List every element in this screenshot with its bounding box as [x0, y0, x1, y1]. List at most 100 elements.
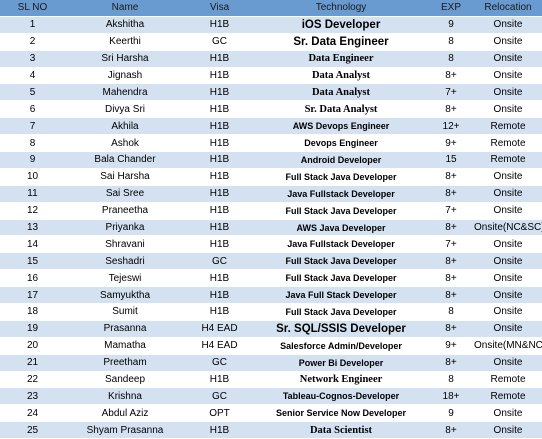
cell-sl-no: 12 [0, 202, 65, 220]
cell-visa: H1B [185, 117, 254, 136]
cell-name: Sandeep [65, 371, 185, 389]
cell-visa: H4 EAD [185, 337, 254, 355]
cell-visa: H1B [185, 168, 254, 186]
cell-technology: Sr. Data Analyst [254, 100, 428, 119]
cell-sl-no: 19 [0, 320, 65, 338]
cell-exp: 7+ [428, 83, 474, 102]
cell-name: Divya Sri [65, 100, 185, 119]
cell-visa: H4 EAD [185, 320, 254, 338]
cell-technology: iOS Developer [254, 16, 428, 34]
cell-technology: Sr. Data Engineer [254, 33, 428, 51]
table-row: 18 Sumit H1B Full Stack Java Developer 8 Onsi… [0, 303, 542, 321]
header-exp: EXP [428, 0, 474, 17]
cell-relocation: Onsite [474, 100, 542, 119]
cell-name: Preetham [65, 354, 185, 372]
cell-visa: GC [185, 387, 254, 406]
cell-technology: Power Bi Developer [254, 354, 428, 372]
header-name: Name [65, 0, 185, 17]
cell-exp: 8 [428, 33, 474, 51]
cell-name: Bala Chander [65, 151, 185, 169]
cell-relocation: Remote [474, 371, 542, 389]
cell-exp: 8 [428, 303, 474, 321]
table-row: 20 Mamatha H4 EAD Salesforce Admin/Develope… [0, 337, 542, 355]
cell-visa: H1B [185, 83, 254, 102]
cell-sl-no: 5 [0, 83, 65, 102]
cell-exp: 9 [428, 16, 474, 34]
cell-relocation: Remote [474, 151, 542, 169]
cell-visa: H1B [185, 303, 254, 321]
cell-technology: Data Analyst [254, 83, 428, 102]
table-row: 3 Sri Harsha H1B Data Engineer 8 Onsite [0, 50, 542, 68]
header-relocation: Relocation [474, 0, 542, 17]
cell-name: Tejeswi [65, 269, 185, 288]
cell-relocation: Remote [474, 134, 542, 153]
cell-exp: 15 [428, 151, 474, 169]
cell-exp: 8+ [428, 320, 474, 338]
cell-relocation: Onsite [474, 252, 542, 271]
cell-visa: GC [185, 354, 254, 372]
cell-exp: 8+ [428, 67, 474, 85]
cell-name: Shravani [65, 235, 185, 254]
cell-sl-no: 11 [0, 185, 65, 203]
cell-relocation: Onsite [474, 404, 542, 423]
cell-sl-no: 25 [0, 421, 65, 439]
cell-sl-no: 4 [0, 67, 65, 85]
header-sl-no: SL NO [0, 0, 65, 17]
table-row: 1 Akshitha H1B iOS Developer 9 Onsite [0, 16, 542, 34]
cell-exp: 8+ [428, 219, 474, 237]
table-row: 10 Sai Harsha H1B Full Stack Java Developer… [0, 168, 542, 186]
cell-technology: Full Stack Java Developer [254, 269, 428, 288]
cell-technology: Data Scientist [254, 421, 428, 439]
cell-name: Krishna [65, 387, 185, 406]
cell-visa: H1B [185, 371, 254, 389]
cell-relocation: Onsite [474, 33, 542, 51]
cell-sl-no: 16 [0, 269, 65, 288]
cell-exp: 7+ [428, 202, 474, 220]
cell-visa: OPT [185, 404, 254, 423]
table-row: 23 Krishna GC Tableau-Cognos-Developer 18+ Re… [0, 387, 542, 406]
table-row: 16 Tejeswi H1B Full Stack Java Developer 8+ O… [0, 269, 542, 288]
table-row: 21 Preetham GC Power Bi Developer 8+ Onsite [0, 354, 542, 372]
cell-relocation: Onsite [474, 269, 542, 288]
table-row: 11 Sai Sree H1B Java Fullstack Developer 8+ O… [0, 185, 542, 203]
cell-sl-no: 1 [0, 16, 65, 34]
cell-visa: H1B [185, 202, 254, 220]
cell-technology: Devops Engineer [254, 134, 428, 153]
cell-visa: H1B [185, 421, 254, 439]
cell-name: Ashok [65, 134, 185, 153]
cell-relocation: Onsite(MN&NC) [474, 337, 542, 355]
cell-name: Jignash [65, 67, 185, 85]
cell-exp: 8+ [428, 100, 474, 119]
cell-visa: H1B [185, 151, 254, 169]
cell-sl-no: 10 [0, 168, 65, 186]
cell-visa: H1B [185, 286, 254, 305]
cell-sl-no: 8 [0, 134, 65, 153]
table-row: 12 Praneetha H1B Full Stack Java Developer 7… [0, 202, 542, 220]
cell-name: Seshadri [65, 252, 185, 271]
cell-technology: Sr. SQL/SSIS Developer [254, 320, 428, 338]
cell-sl-no: 9 [0, 151, 65, 169]
cell-name: Praneetha [65, 202, 185, 220]
cell-sl-no: 20 [0, 337, 65, 355]
cell-name: Priyanka [65, 219, 185, 237]
table-row: 24 Abdul Aziz OPT Senior Service Now Develo… [0, 404, 542, 423]
cell-sl-no: 13 [0, 219, 65, 237]
cell-relocation: Onsite(NC&SC) [474, 219, 542, 237]
cell-relocation: Onsite [474, 421, 542, 439]
cell-technology: Java Fullstack Developer [254, 235, 428, 254]
cell-exp: 9+ [428, 337, 474, 355]
table-row: 15 Seshadri GC Full Stack Java Developer 8+ O… [0, 252, 542, 271]
cell-relocation: Remote [474, 387, 542, 406]
cell-visa: H1B [185, 269, 254, 288]
header-technology: Technology [254, 0, 428, 17]
cell-technology: Full Stack Java Developer [254, 252, 428, 271]
cell-relocation: Onsite [474, 83, 542, 102]
cell-technology: Salesforce Admin/Developer [254, 337, 428, 355]
header-visa: Visa [185, 0, 254, 17]
cell-sl-no: 14 [0, 235, 65, 254]
cell-exp: 8 [428, 50, 474, 68]
table-row: 2 Keerthi GC Sr. Data Engineer 8 Onsite [0, 33, 542, 51]
cell-relocation: Onsite [474, 286, 542, 305]
cell-relocation: Onsite [474, 202, 542, 220]
